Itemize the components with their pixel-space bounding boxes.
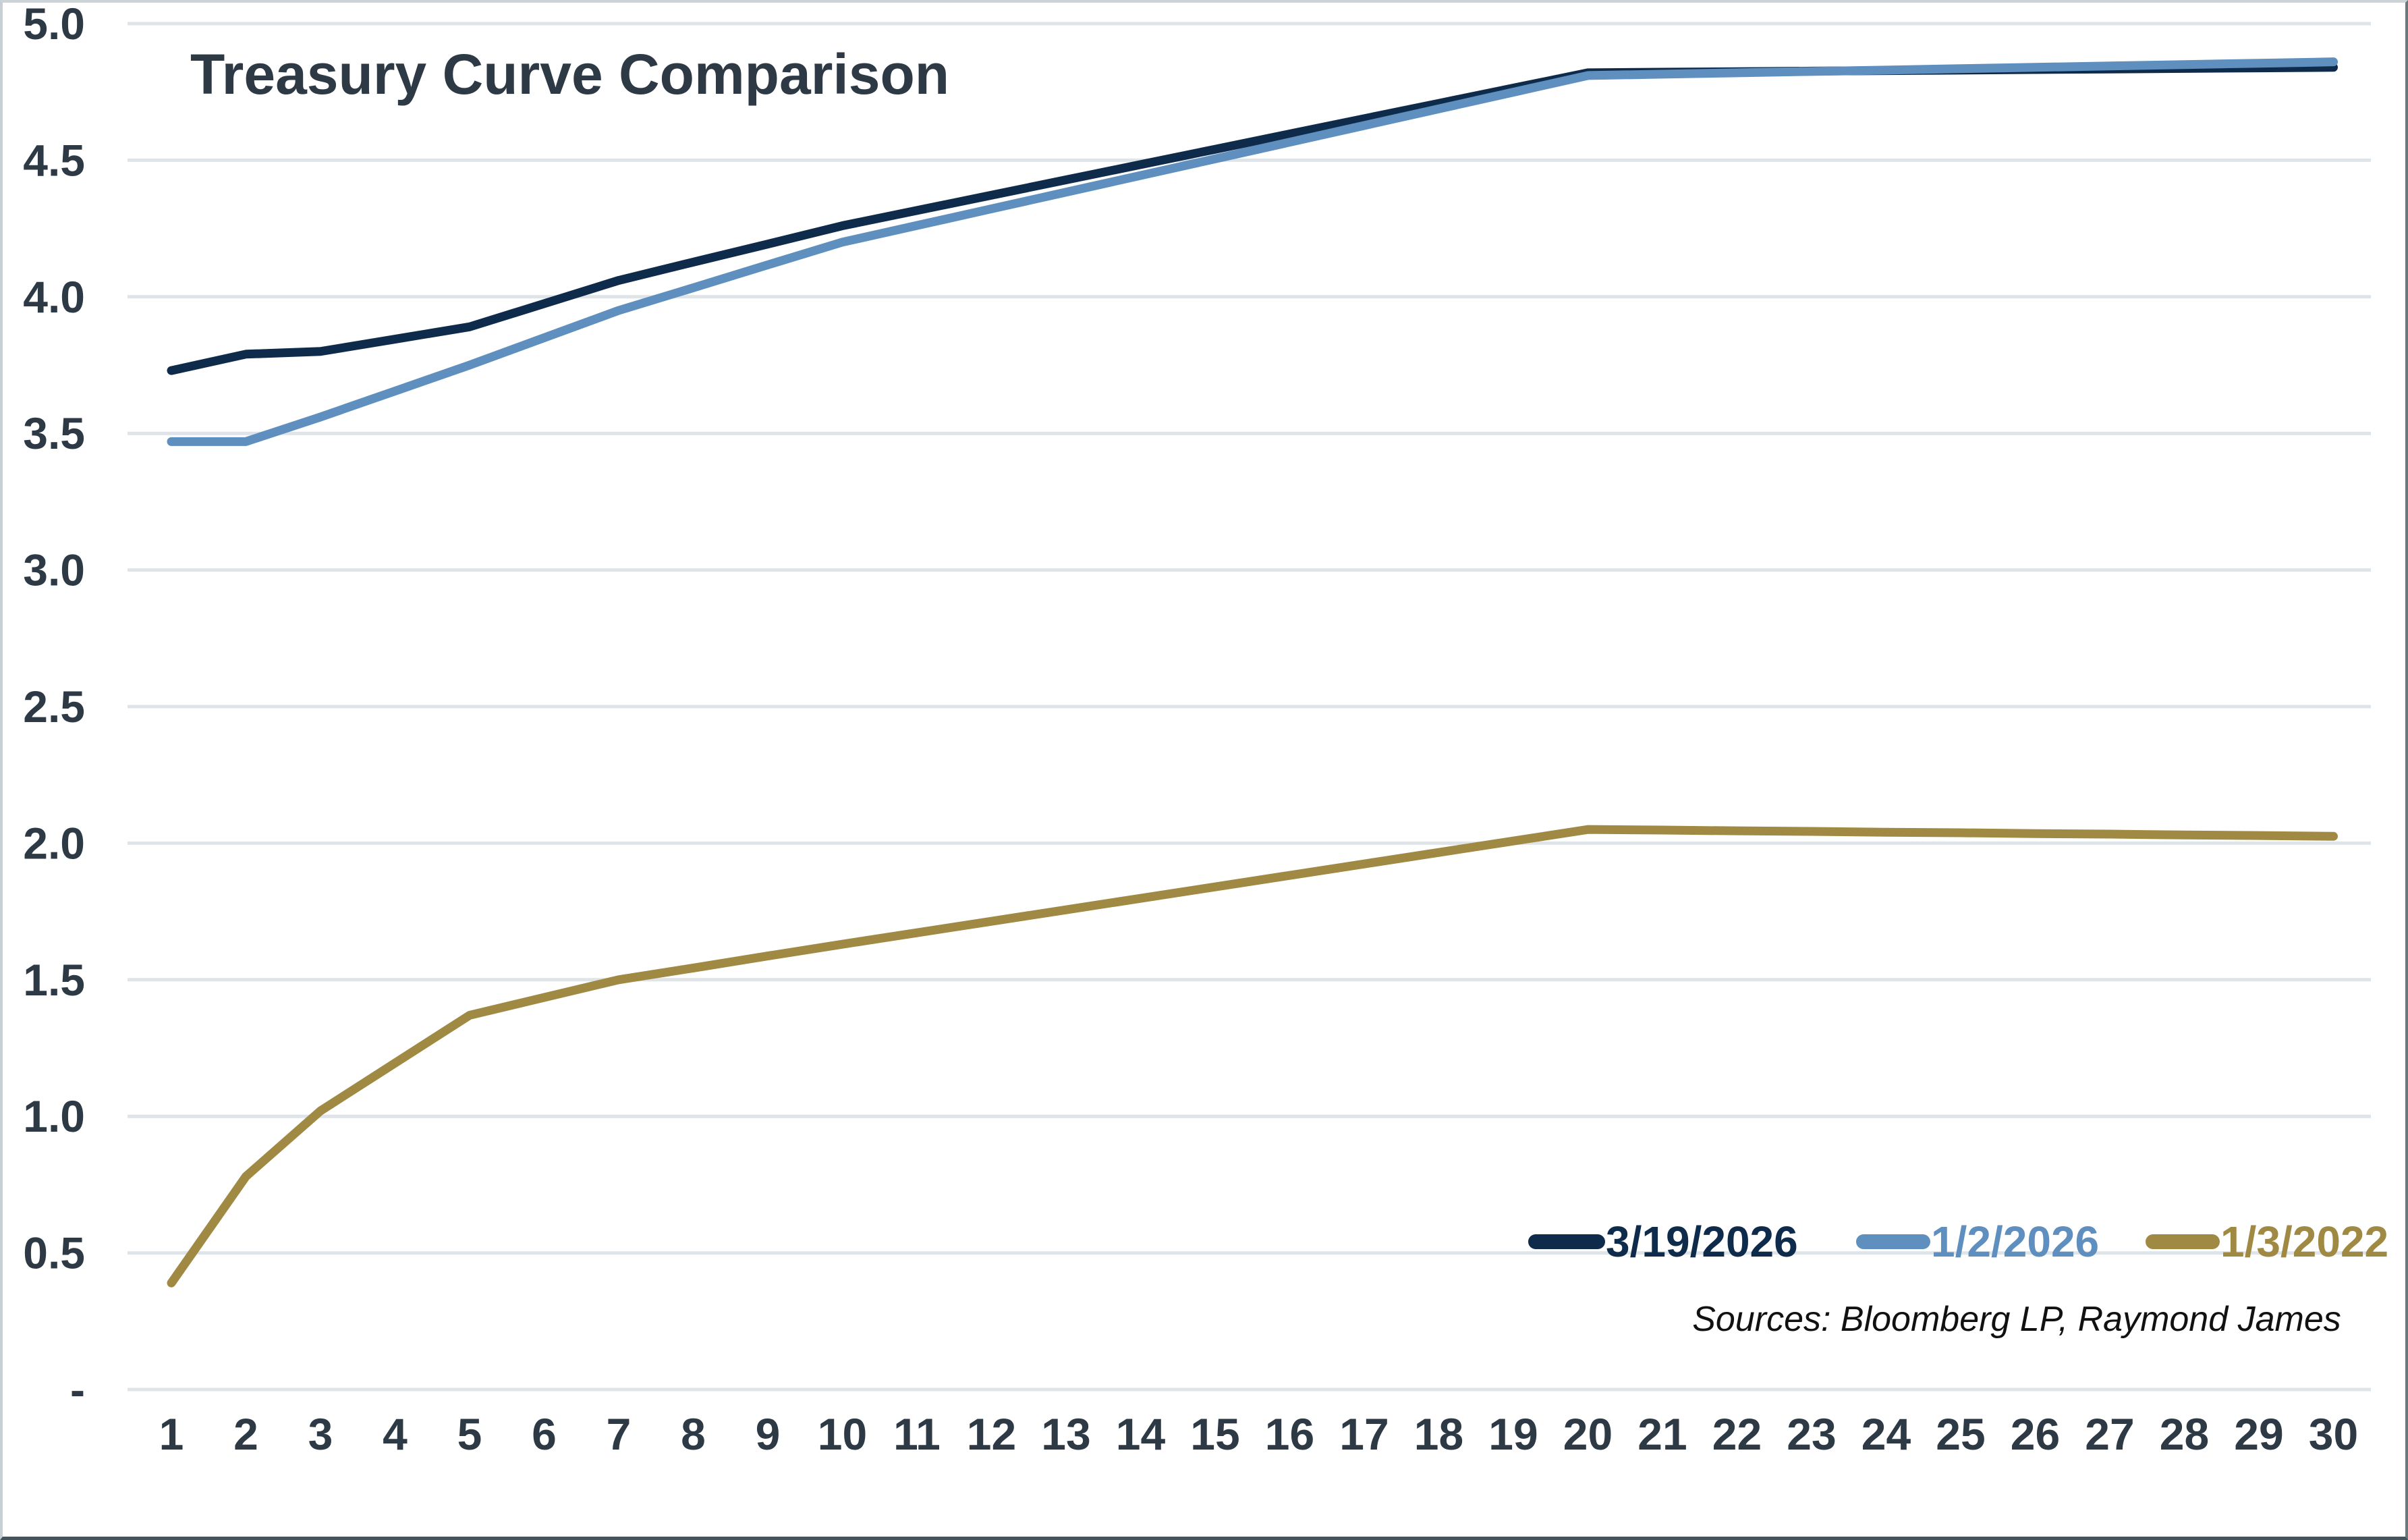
y-tick-label: 2.0 bbox=[23, 818, 85, 868]
chart-title: Treasury Curve Comparison bbox=[190, 43, 949, 106]
x-tick-label: 30 bbox=[2309, 1409, 2358, 1459]
y-tick-label: 1.5 bbox=[23, 955, 85, 1005]
x-tick-label: 19 bbox=[1488, 1409, 1538, 1459]
x-tick-label: 20 bbox=[1563, 1409, 1613, 1459]
x-tick-label: 23 bbox=[1787, 1409, 1836, 1459]
x-tick-label: 4 bbox=[383, 1409, 408, 1459]
x-tick-label: 29 bbox=[2234, 1409, 2283, 1459]
x-tick-label: 16 bbox=[1265, 1409, 1314, 1459]
y-tick-label: 5.0 bbox=[23, 3, 85, 49]
x-tick-label: 24 bbox=[1861, 1409, 1911, 1459]
x-tick-label: 1 bbox=[159, 1409, 184, 1459]
y-tick-label: - bbox=[70, 1365, 85, 1414]
y-tick-label: 1.0 bbox=[23, 1091, 85, 1141]
x-tick-label: 15 bbox=[1190, 1409, 1239, 1459]
x-tick-label: 12 bbox=[967, 1409, 1016, 1459]
x-tick-label: 26 bbox=[2011, 1409, 2060, 1459]
series-lines bbox=[167, 57, 2338, 1288]
y-tick-label: 0.5 bbox=[23, 1228, 85, 1278]
x-tick-label: 14 bbox=[1116, 1409, 1166, 1459]
x-tick-label: 10 bbox=[818, 1409, 867, 1459]
x-tick-label: 6 bbox=[532, 1409, 557, 1459]
series-line-1-3-2022 bbox=[167, 825, 2338, 1288]
y-tick-label: 3.5 bbox=[23, 408, 85, 458]
source-note: Sources: Bloomberg LP, Raymond James bbox=[1692, 1300, 2341, 1339]
x-tick-label: 5 bbox=[457, 1409, 482, 1459]
gridlines bbox=[128, 22, 2371, 1392]
x-tick-label: 22 bbox=[1712, 1409, 1762, 1459]
y-axis-labels: - 0.5 1.0 1.5 2.0 2.5 3.0 3.5 4.0 4.5 5.0 bbox=[23, 3, 85, 1414]
y-tick-label: 4.0 bbox=[23, 272, 85, 322]
x-tick-label: 25 bbox=[1936, 1409, 1985, 1459]
y-tick-label: 4.5 bbox=[23, 135, 85, 185]
x-tick-label: 8 bbox=[681, 1409, 706, 1459]
y-tick-label: 2.5 bbox=[23, 682, 85, 732]
legend-label-3-19-2026: 3/19/2026 bbox=[1606, 1217, 1798, 1266]
x-tick-label: 17 bbox=[1339, 1409, 1389, 1459]
x-tick-label: 3 bbox=[308, 1409, 333, 1459]
x-tick-label: 11 bbox=[893, 1409, 941, 1459]
series-line-3-19-2026 bbox=[167, 63, 2338, 375]
legend-label-1-2-2026: 1/2/2026 bbox=[1931, 1217, 2099, 1266]
series-line-1-2-2026 bbox=[167, 57, 2338, 446]
x-tick-label: 13 bbox=[1041, 1409, 1090, 1459]
legend: 3/19/2026 1/2/2026 1/3/2022 bbox=[1528, 1217, 2388, 1266]
x-tick-label: 7 bbox=[607, 1409, 632, 1459]
x-tick-label: 9 bbox=[756, 1409, 781, 1459]
x-tick-label: 21 bbox=[1637, 1409, 1687, 1459]
x-axis-labels: 1 2 3 4 5 6 7 8 9 10 11 12 13 14 15 16 17 18 19 20 21 22 23 24 2… bbox=[159, 1409, 2359, 1459]
x-tick-label: 27 bbox=[2085, 1409, 2134, 1459]
y-tick-label: 3.0 bbox=[23, 545, 85, 595]
x-tick-label: 18 bbox=[1414, 1409, 1463, 1459]
legend-label-1-3-2022: 1/3/2022 bbox=[2220, 1217, 2388, 1266]
x-tick-label: 2 bbox=[233, 1409, 258, 1459]
x-tick-label: 28 bbox=[2160, 1409, 2209, 1459]
